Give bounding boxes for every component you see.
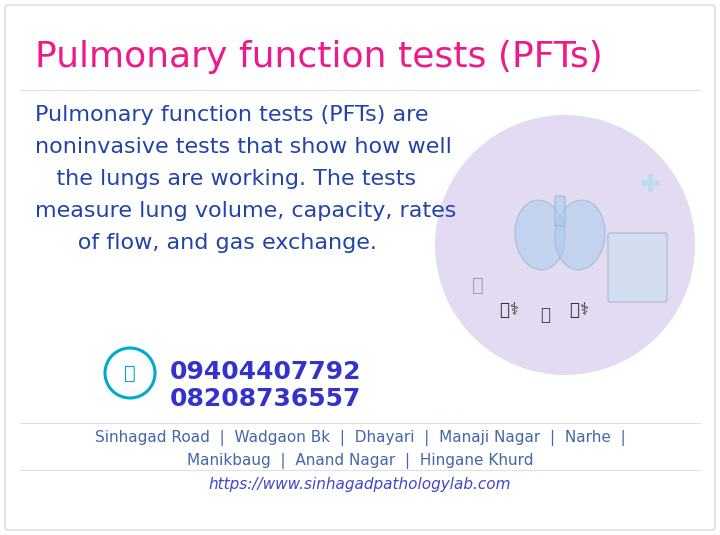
FancyBboxPatch shape	[608, 233, 667, 302]
Text: 🧑: 🧑	[540, 306, 550, 324]
Text: Manikbaug  |  Anand Nagar  |  Hingane Khurd: Manikbaug | Anand Nagar | Hingane Khurd	[186, 453, 534, 469]
Ellipse shape	[555, 200, 605, 270]
Text: ✚: ✚	[639, 173, 660, 197]
Text: 👨‍⚕️: 👨‍⚕️	[500, 301, 520, 319]
Text: 📞: 📞	[124, 363, 136, 383]
Text: Pulmonary function tests (PFTs) are: Pulmonary function tests (PFTs) are	[35, 105, 428, 125]
FancyBboxPatch shape	[5, 5, 715, 530]
Text: 👨‍⚕️: 👨‍⚕️	[570, 301, 590, 319]
Circle shape	[435, 115, 695, 375]
Text: https://www.sinhagadpathologylab.com: https://www.sinhagadpathologylab.com	[209, 477, 511, 492]
Text: Sinhagad Road  |  Wadgaon Bk  |  Dhayari  |  Manaji Nagar  |  Narhe  |: Sinhagad Road | Wadgaon Bk | Dhayari | M…	[94, 430, 626, 446]
Text: 09404407792: 09404407792	[170, 360, 361, 384]
Text: 🔬: 🔬	[472, 276, 484, 294]
Text: the lungs are working. The tests: the lungs are working. The tests	[35, 169, 416, 189]
Ellipse shape	[515, 200, 565, 270]
Text: noninvasive tests that show how well: noninvasive tests that show how well	[35, 137, 452, 157]
Text: Pulmonary function tests (PFTs): Pulmonary function tests (PFTs)	[35, 40, 603, 74]
Text: measure lung volume, capacity, rates: measure lung volume, capacity, rates	[35, 201, 456, 221]
Text: 08208736557: 08208736557	[170, 387, 361, 411]
Text: of flow, and gas exchange.: of flow, and gas exchange.	[35, 233, 377, 253]
FancyBboxPatch shape	[555, 196, 565, 226]
